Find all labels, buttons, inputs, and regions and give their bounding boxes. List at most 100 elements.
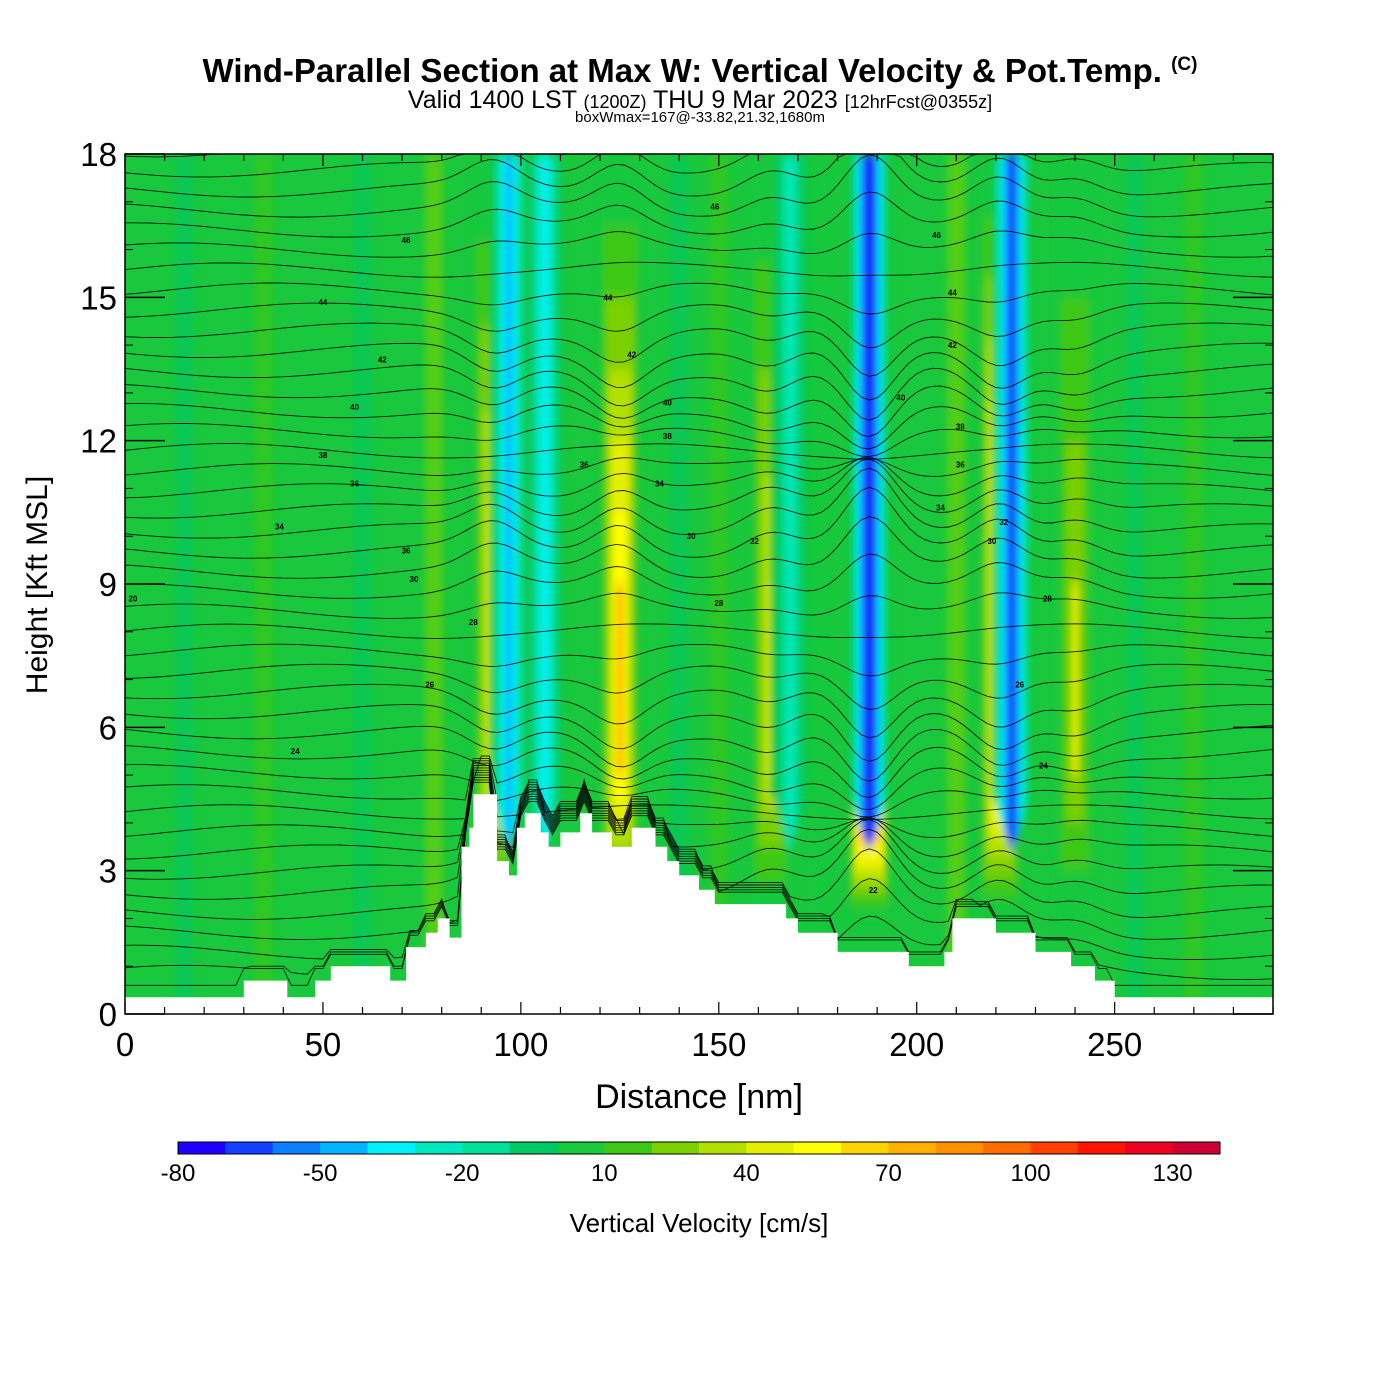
chart-title: Wind-Parallel Section at Max W: Vertical… — [0, 52, 1400, 90]
isentrope — [125, 457, 1273, 477]
y-tick-label: 18 — [80, 136, 117, 173]
isentrope — [125, 302, 1273, 349]
isentrope — [125, 663, 1273, 710]
theta-label: 22 — [869, 886, 878, 895]
theta-label: 44 — [948, 289, 957, 298]
colorbar-swatch — [178, 1142, 226, 1154]
x-axis: 0 50 100 150 200 250 — [116, 154, 1274, 1063]
colorbar-swatch — [699, 1142, 747, 1154]
isentrope — [125, 765, 1273, 860]
downdraft-band — [866, 154, 873, 847]
theta-label: 46 — [932, 231, 941, 240]
colorbar-tick-label: -20 — [445, 1160, 480, 1187]
theta-label: 26 — [1015, 680, 1024, 689]
isentrope — [125, 745, 1273, 799]
field-streak — [175, 154, 194, 1014]
isentrope — [125, 363, 1273, 421]
isentrope — [125, 342, 1273, 401]
isentrope — [125, 154, 1273, 178]
theta-label: 36 — [580, 461, 589, 470]
theta-label: 36 — [402, 547, 411, 556]
theta-label: 20 — [128, 594, 137, 603]
downdraft-band — [541, 154, 548, 847]
y-tick-label: 9 — [99, 566, 117, 603]
theta-label: 32 — [999, 518, 1008, 527]
isentrope — [125, 443, 1273, 460]
valid-zulu: (1200Z) — [583, 92, 647, 112]
colorbar-tick-label: 70 — [875, 1160, 902, 1187]
colorbar-swatch — [935, 1142, 984, 1154]
colorbar-swatch — [272, 1142, 321, 1154]
x-tick-label: 200 — [889, 1026, 944, 1063]
isentrope — [125, 384, 1273, 438]
theta-label: 34 — [655, 480, 664, 489]
theta-label: 38 — [663, 432, 672, 441]
colorbar-tick-label: 40 — [733, 1160, 760, 1187]
field-streak — [424, 154, 443, 1014]
isentrope — [125, 553, 1273, 599]
theta-label: 28 — [714, 599, 723, 608]
theta-label: 36 — [956, 461, 965, 470]
theta-label: 24 — [1039, 762, 1048, 771]
colorbar-swatch — [651, 1142, 700, 1154]
x-tick-label: 250 — [1087, 1026, 1142, 1063]
theta-label: 40 — [350, 403, 359, 412]
colorbar-swatch — [509, 1142, 558, 1154]
field-streak — [254, 154, 273, 1014]
copyright-mark: (C) — [1171, 54, 1198, 75]
y-tick-label: 3 — [99, 853, 117, 890]
downdraft-band — [787, 154, 794, 847]
x-tick-label: 0 — [116, 1026, 134, 1063]
potential-temperature-contours — [125, 154, 1273, 986]
colorbar-swatch — [1030, 1142, 1079, 1154]
colorbar-swatch — [793, 1142, 842, 1154]
colorbar-swatch — [888, 1142, 937, 1154]
valid-date: THU 9 Mar 2023 — [653, 86, 838, 114]
theta-label: 32 — [750, 537, 759, 546]
isentrope — [125, 191, 1273, 238]
theta-label: 30 — [987, 537, 996, 546]
isentrope — [125, 154, 1273, 198]
theta-label: 46 — [402, 236, 411, 245]
colorbar-swatch — [320, 1142, 368, 1154]
colorbar-tick-label: -80 — [161, 1160, 196, 1187]
colorbar-tick-label: -50 — [303, 1160, 338, 1187]
y-tick-label: 0 — [99, 996, 117, 1033]
updraft-band — [616, 584, 623, 776]
isentrope — [125, 683, 1273, 739]
colorbar-swatch — [1172, 1142, 1221, 1154]
colorbar-swatch — [462, 1142, 511, 1154]
downdraft-band — [1008, 154, 1015, 847]
isentrope — [125, 592, 1273, 619]
x-tick-label: 150 — [691, 1026, 746, 1063]
isentrope — [125, 779, 1273, 981]
isentrope — [125, 703, 1273, 762]
isentrope — [125, 456, 1273, 499]
colorbar-frame — [177, 1141, 1221, 1155]
colorbar-swatch — [983, 1142, 1032, 1154]
isentrope — [125, 154, 1273, 218]
colorbar-swatch — [225, 1142, 274, 1154]
isentrope — [125, 516, 1273, 579]
isentrope — [125, 282, 1273, 315]
colorbar-swatch — [1077, 1142, 1126, 1154]
isentrope — [125, 458, 1273, 519]
downdraft-band — [505, 154, 512, 847]
field-streak — [808, 154, 827, 1014]
theta-label: 36 — [350, 480, 359, 489]
y-axis-label: Height [Kft MSL] — [21, 476, 54, 694]
terrain-mask — [125, 794, 1273, 1014]
plot-area: 20 24 26 28 30 34 36 38 36 40 42 44 46 36 44 42 40 38 34 30… — [124, 153, 1274, 1015]
theta-label: 40 — [663, 398, 672, 407]
isentrope — [125, 772, 1273, 920]
isentrope — [125, 762, 1273, 839]
terrain-fill — [125, 794, 1273, 1014]
colorbar-swatch — [1125, 1142, 1174, 1154]
isentrope — [125, 725, 1273, 782]
colorbar-tick-label: 10 — [591, 1160, 618, 1187]
theta-label: 34 — [936, 504, 945, 513]
colorbar-tick-label: 130 — [1153, 1160, 1193, 1187]
potential-temperature-labels: 20 24 26 28 30 34 36 38 36 40 42 44 46 36 44 42 40 38 34 30… — [128, 203, 1052, 895]
